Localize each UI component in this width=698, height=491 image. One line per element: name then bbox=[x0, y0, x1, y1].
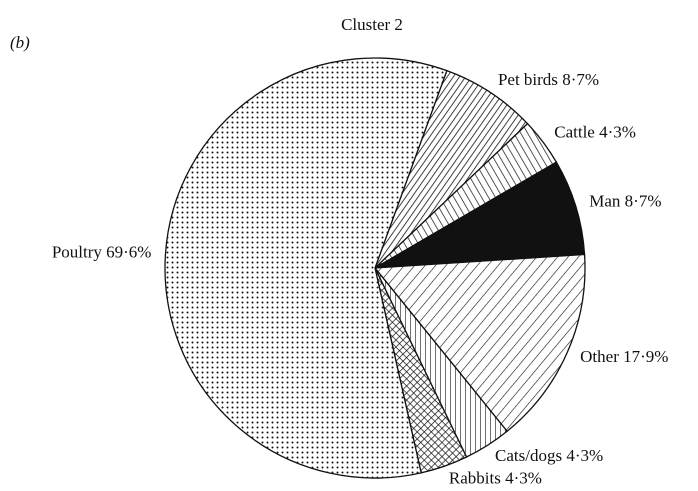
slice-label: Rabbits 4·3% bbox=[449, 468, 542, 487]
slice-category: Cats/dogs bbox=[495, 446, 562, 465]
slice-value-label: 8·7% bbox=[562, 70, 599, 89]
slice-category: Cattle bbox=[554, 123, 595, 142]
slice-label: Other 17·9% bbox=[580, 347, 668, 366]
slice-category: Man bbox=[589, 191, 621, 210]
slice-label: Pet birds 8·7% bbox=[498, 70, 599, 89]
slice-label: Man 8·7% bbox=[589, 191, 661, 210]
slice-value-label: 4·3% bbox=[566, 446, 603, 465]
slice-value-label: 8·7% bbox=[625, 191, 662, 210]
pie-slice bbox=[374, 161, 586, 269]
slice-category: Poultry bbox=[52, 243, 103, 262]
slice-label: Cattle 4·3% bbox=[554, 123, 636, 142]
slice-label: Cats/dogs 4·3% bbox=[495, 446, 603, 465]
pie-slice bbox=[373, 253, 586, 433]
slice-category: Pet birds bbox=[498, 70, 558, 89]
pie-slice bbox=[374, 69, 529, 269]
slice-label: Poultry 69·6% bbox=[52, 243, 152, 262]
chart-title: Cluster 2 bbox=[341, 15, 403, 34]
slice-value-label: 69·6% bbox=[106, 243, 151, 262]
slice-value-label: 4·3% bbox=[505, 468, 542, 487]
panel-label: (b) bbox=[10, 33, 30, 52]
slice-category: Other bbox=[580, 347, 619, 366]
pie-slice bbox=[164, 57, 448, 479]
slice-category: Rabbits bbox=[449, 468, 501, 487]
slice-value-label: 4·3% bbox=[599, 123, 636, 142]
slice-value-label: 17·9% bbox=[623, 347, 668, 366]
